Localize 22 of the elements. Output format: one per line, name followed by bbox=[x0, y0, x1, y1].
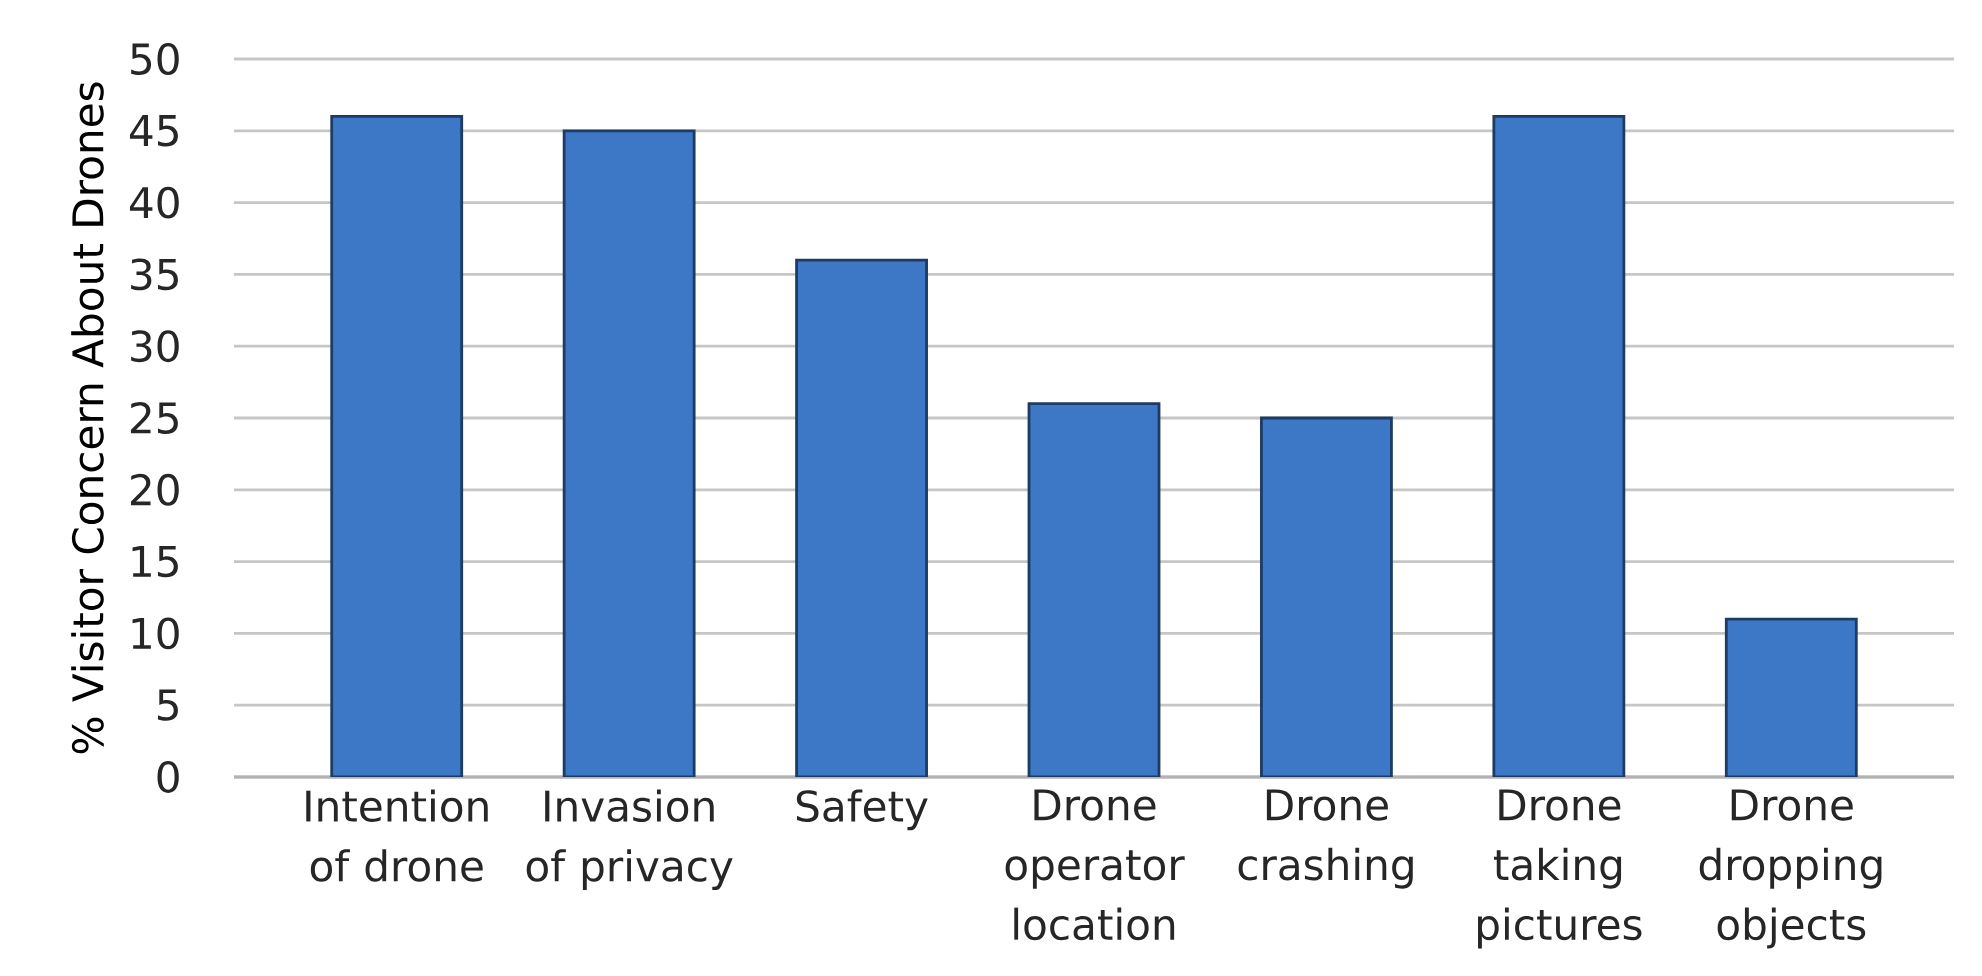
y-tick-label: 0 bbox=[157, 761, 179, 793]
x-tick-label: Drone taking pictures bbox=[1478, 789, 1642, 949]
y-tick-label: 15 bbox=[132, 545, 178, 578]
y-tick-label: 40 bbox=[129, 186, 179, 219]
bar bbox=[795, 258, 928, 777]
x-tick-label: Drone dropping objects bbox=[1699, 789, 1882, 949]
y-tick-label: 10 bbox=[132, 617, 179, 650]
bar bbox=[1260, 416, 1393, 777]
y-tick-label: 50 bbox=[131, 43, 179, 75]
y-tick-label: 20 bbox=[131, 473, 179, 506]
y-tick-label: 5 bbox=[158, 689, 178, 721]
x-tick-label: Drone crashing bbox=[1238, 789, 1413, 889]
x-tick-label: Invasion of privacy bbox=[526, 789, 733, 890]
x-tick-label: Safety bbox=[796, 789, 928, 831]
y-tick-label: 25 bbox=[131, 402, 178, 434]
x-tick-label: Intention of drone bbox=[306, 789, 488, 882]
bar bbox=[1027, 402, 1161, 777]
y-tick-label: 30 bbox=[131, 330, 179, 363]
y-tick-label: 45 bbox=[129, 115, 178, 147]
y-tick-label: 35 bbox=[131, 258, 178, 291]
y-axis-title: % Visitor Concern About Drones bbox=[71, 82, 104, 754]
x-tick-label: Drone operator location bbox=[1005, 789, 1185, 941]
